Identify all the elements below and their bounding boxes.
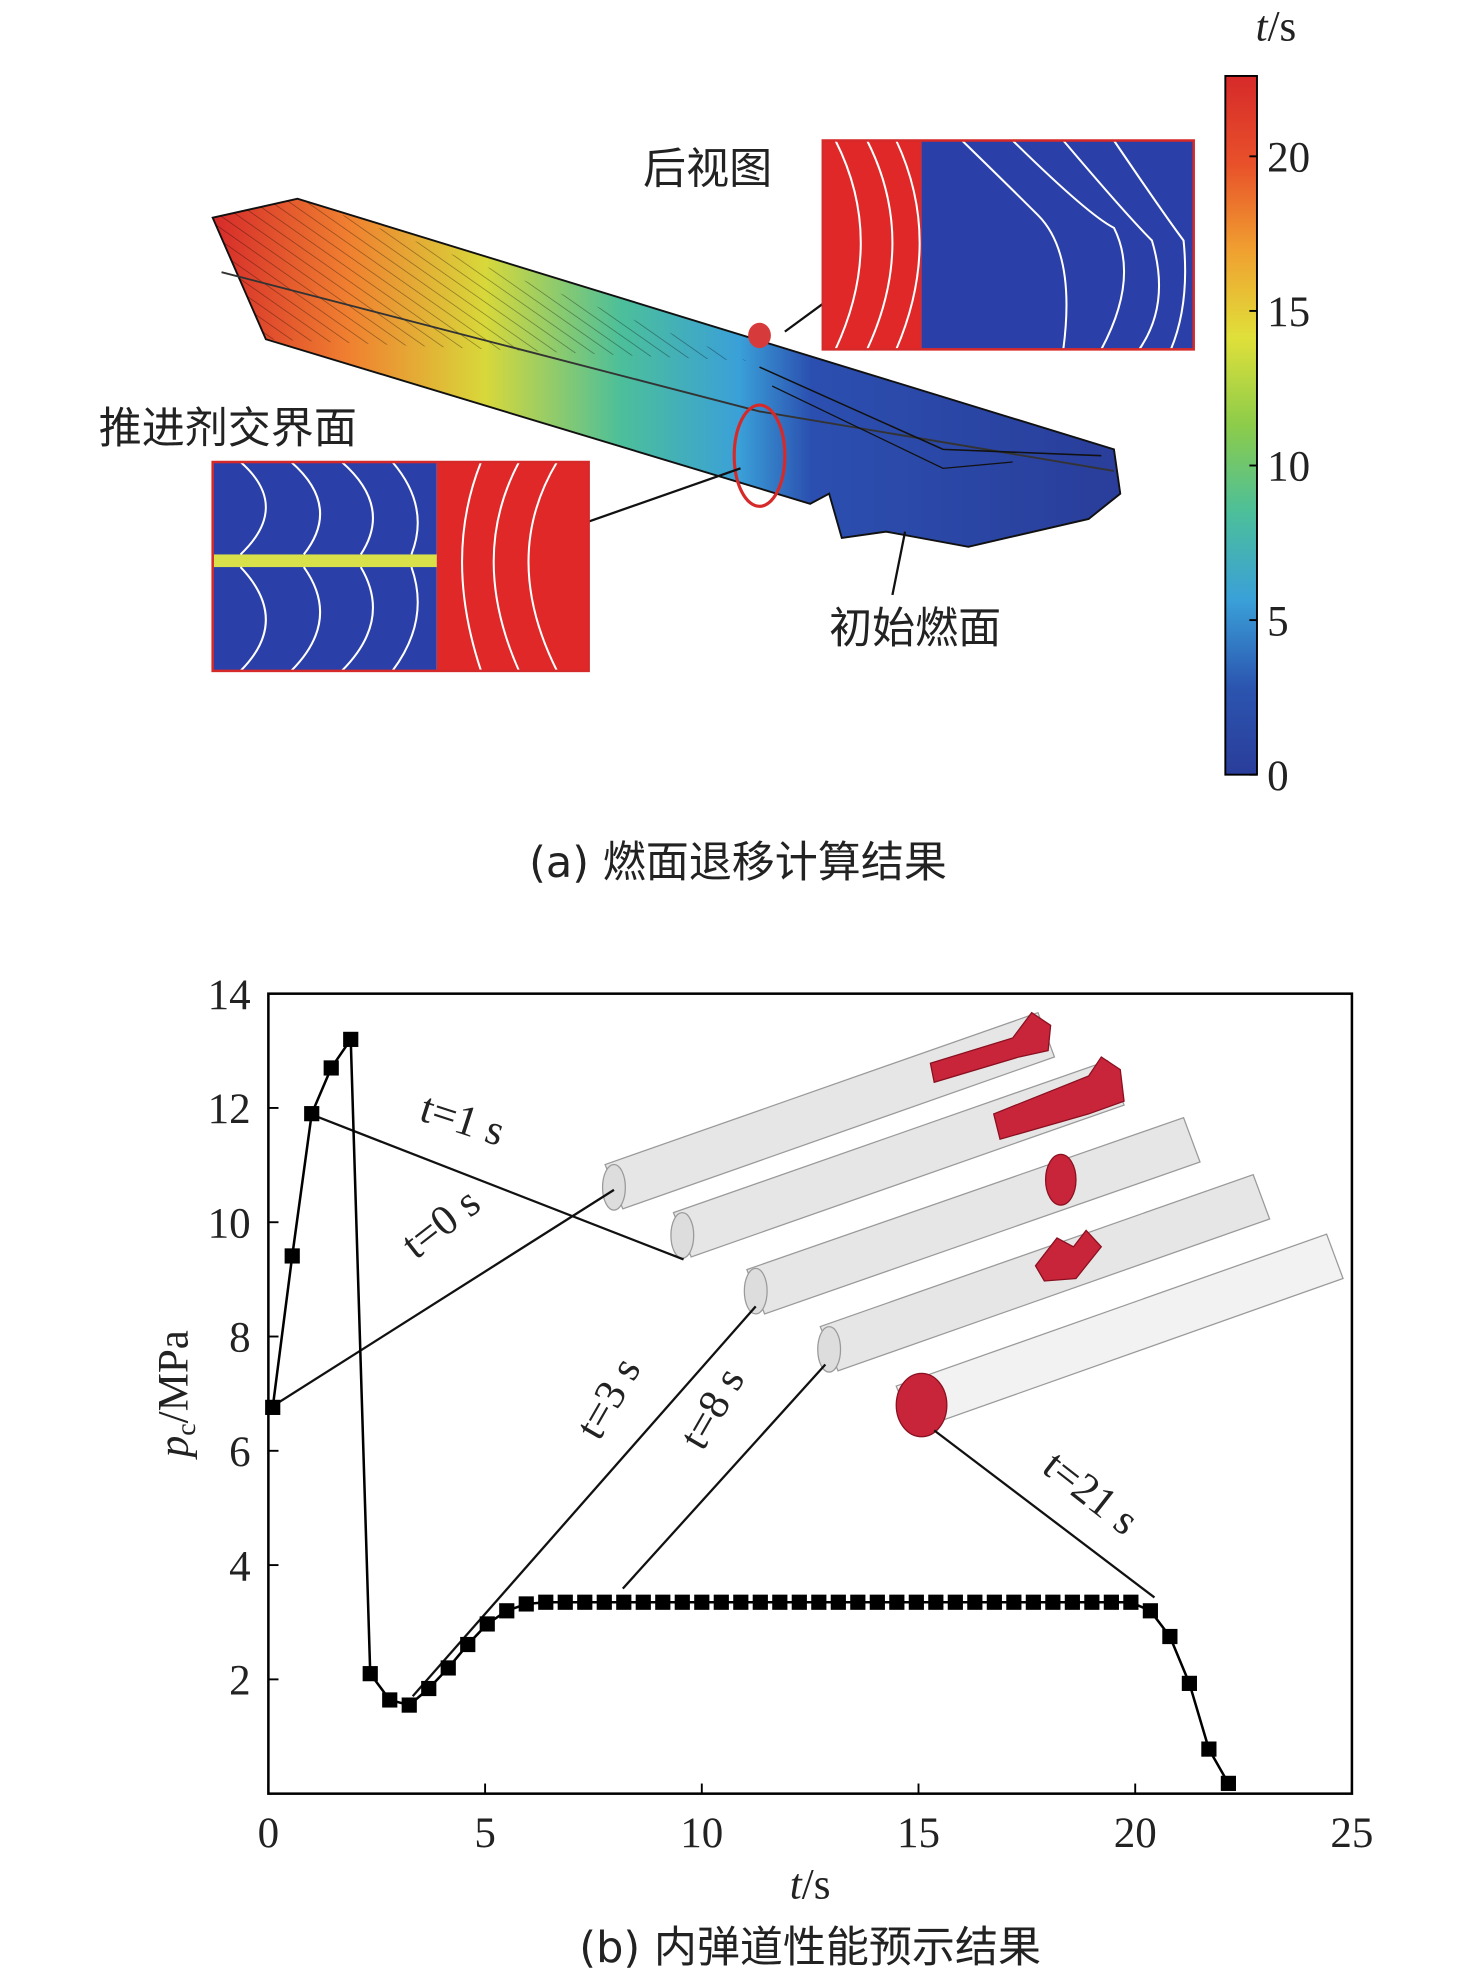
data-point — [772, 1594, 788, 1610]
data-point — [655, 1594, 671, 1610]
colorbar-tick-label: 10 — [1267, 444, 1310, 491]
data-point — [479, 1616, 495, 1632]
data-point — [1084, 1594, 1100, 1610]
data-point — [518, 1596, 534, 1612]
data-point — [1103, 1594, 1119, 1610]
data-point — [967, 1594, 983, 1610]
annotation: t=0 s — [393, 1179, 489, 1269]
data-point — [674, 1594, 690, 1610]
data-point — [538, 1594, 554, 1610]
axis-label-symbol: t — [790, 1862, 803, 1909]
inset-interface — [211, 460, 590, 673]
caption-b: (b) 内弹道性能预示结果 — [579, 1923, 1041, 1973]
y-tick-label: 12 — [208, 1086, 251, 1133]
data-point — [791, 1594, 807, 1610]
axis-label-unit: /s — [802, 1862, 831, 1909]
data-point — [382, 1692, 398, 1708]
data-point — [635, 1594, 651, 1610]
data-point — [284, 1248, 300, 1264]
grain-render — [211, 197, 1122, 596]
data-point — [694, 1594, 710, 1610]
x-tick-label: 20 — [1114, 1810, 1157, 1857]
data-point — [421, 1680, 437, 1697]
x-tick-label: 25 — [1330, 1810, 1373, 1857]
axis-label-symbol: t — [1256, 4, 1269, 51]
axis-label-subscript: c — [171, 1423, 202, 1435]
axis-label-symbol: p — [150, 1436, 197, 1461]
data-point — [1162, 1628, 1178, 1645]
data-point — [616, 1594, 632, 1610]
data-point — [323, 1060, 339, 1076]
data-point — [947, 1594, 963, 1610]
data-point — [713, 1594, 729, 1610]
y-tick-label: 6 — [229, 1429, 251, 1476]
data-point — [869, 1594, 885, 1610]
annotation: t=1 s — [415, 1085, 511, 1156]
data-point — [1064, 1594, 1080, 1610]
y-tick-label: 4 — [229, 1543, 251, 1590]
data-point — [850, 1594, 866, 1610]
data-point — [986, 1594, 1002, 1610]
data-point — [1045, 1594, 1061, 1610]
data-point — [1220, 1775, 1236, 1791]
data-point — [1142, 1603, 1158, 1619]
data-point — [343, 1031, 359, 1047]
data-point — [830, 1594, 846, 1610]
leader-lines — [277, 1115, 1156, 1697]
colorbar-tick-label: 20 — [1267, 135, 1310, 182]
annotation: t=8 s — [671, 1360, 754, 1457]
colorbar-tick-label: 0 — [1267, 753, 1289, 800]
axis-label-unit: /s — [1268, 4, 1297, 51]
data-point — [557, 1594, 573, 1610]
cylinder-renders — [601, 1011, 1344, 1438]
axis-label: pc/MPa — [150, 1330, 202, 1460]
y-tick-label: 2 — [229, 1658, 251, 1705]
axis-label-unit: /MPa — [150, 1330, 197, 1423]
x-tick-label: 5 — [474, 1810, 496, 1857]
inset-rear-view — [821, 139, 1195, 351]
colorbar-tick-label: 5 — [1267, 598, 1289, 645]
y-tick-label: 10 — [208, 1200, 251, 1247]
y-tick-label: 14 — [208, 972, 251, 1019]
data-point — [440, 1660, 456, 1676]
data-point — [499, 1603, 515, 1619]
label-rear-view: 后视图 — [643, 145, 772, 195]
data-point — [460, 1636, 476, 1653]
data-point — [752, 1594, 768, 1610]
data-point — [596, 1594, 612, 1610]
x-tick-label: 10 — [680, 1810, 723, 1857]
plot-frame — [267, 992, 1354, 1795]
data-point — [1006, 1594, 1022, 1610]
annotation: t=3 s — [567, 1350, 650, 1447]
axis-label: t/s — [790, 1862, 831, 1909]
data-point — [304, 1106, 320, 1122]
data-point — [928, 1594, 944, 1610]
y-tick-label: 8 — [229, 1315, 251, 1362]
annotation: t=21 s — [1034, 1442, 1147, 1545]
colorbar-tick-label: 15 — [1267, 289, 1310, 336]
data-point — [889, 1594, 905, 1610]
axis-label: t/s — [1256, 4, 1297, 51]
x-tick-label: 0 — [258, 1810, 280, 1857]
data-point — [401, 1697, 417, 1713]
label-interface: 推进剂交界面 — [99, 404, 357, 454]
data-point — [908, 1594, 924, 1610]
label-initial-surface: 初始燃面 — [829, 604, 1001, 654]
data-point — [1025, 1594, 1041, 1610]
data-point — [811, 1594, 827, 1610]
x-tick-label: 15 — [897, 1810, 940, 1857]
data-point — [362, 1666, 378, 1682]
data-point — [733, 1594, 749, 1610]
colorbar — [1224, 74, 1258, 776]
data-point — [265, 1399, 281, 1415]
data-point — [1123, 1594, 1139, 1610]
data-point — [1201, 1741, 1217, 1757]
data-point — [577, 1594, 593, 1610]
data-point — [1181, 1675, 1197, 1691]
caption-a: (a) 燃面退移计算结果 — [529, 838, 947, 888]
